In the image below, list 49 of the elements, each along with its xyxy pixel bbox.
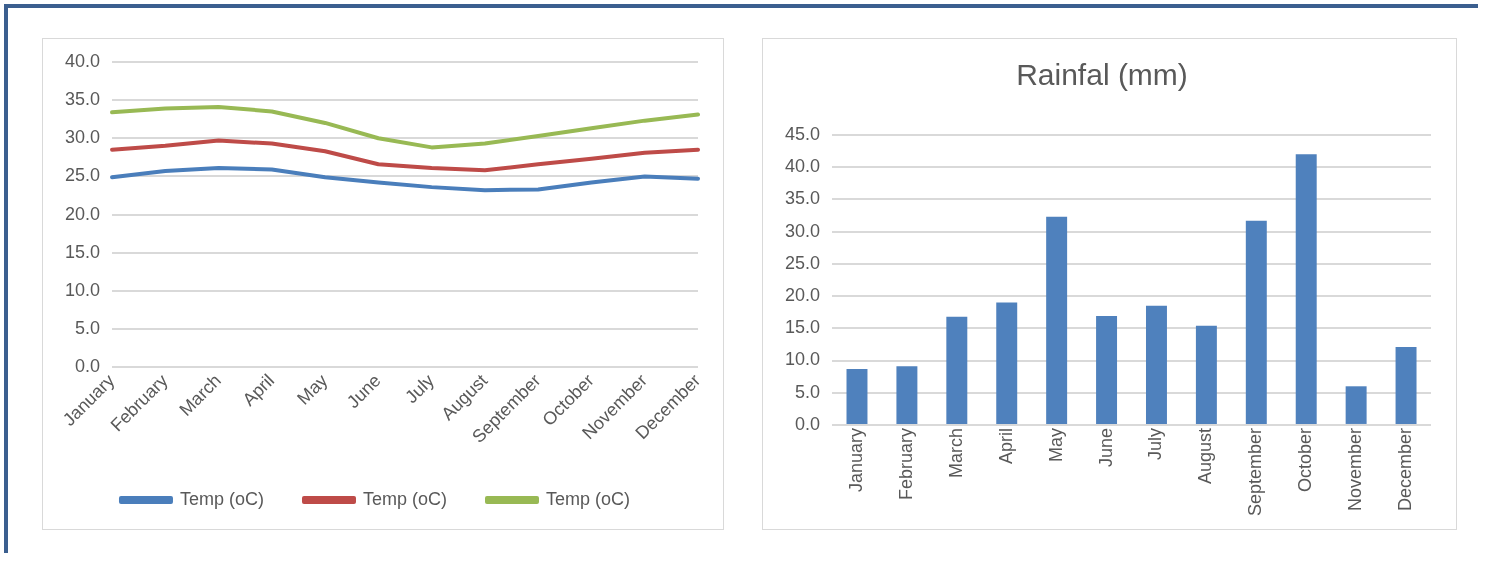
- x-tick-label: March: [945, 427, 966, 478]
- y-tick-label: 35.0: [64, 88, 101, 109]
- bar: [1295, 154, 1317, 424]
- chart-title: Rainfal (mm): [1016, 58, 1188, 92]
- bar: [1046, 216, 1068, 424]
- x-tick-label: June: [1095, 427, 1116, 467]
- y-tick-label: 5.0: [75, 318, 101, 339]
- y-tick-label: 25.0: [784, 252, 821, 273]
- bar: [1245, 220, 1267, 424]
- y-tick-label: 40.0: [64, 50, 101, 71]
- x-tick-label: January: [845, 427, 866, 492]
- y-tick-label: 20.0: [784, 285, 821, 306]
- x-tick-label: July: [1145, 427, 1166, 460]
- bar: [996, 302, 1018, 424]
- y-tick-label: 30.0: [64, 127, 101, 148]
- y-tick-label: 20.0: [64, 203, 101, 224]
- bar: [1345, 386, 1367, 424]
- y-tick-label: 10.0: [64, 280, 101, 301]
- y-tick-label: 0.0: [75, 356, 101, 377]
- y-tick-label: 10.0: [784, 349, 821, 370]
- y-tick-label: 15.0: [64, 241, 101, 262]
- x-tick-label: December: [1395, 427, 1416, 511]
- x-tick-label: February: [895, 427, 916, 500]
- bar: [846, 368, 868, 424]
- legend-label: Temp (oC): [362, 488, 448, 509]
- x-tick-label: October: [1295, 427, 1316, 492]
- legend-label: Temp (oC): [546, 488, 631, 509]
- bar: [1096, 316, 1118, 424]
- x-tick-label: May: [1045, 427, 1066, 462]
- y-tick-label: 40.0: [784, 156, 821, 177]
- y-tick-label: 25.0: [64, 165, 101, 186]
- legend-label: Temp (oC): [179, 488, 264, 509]
- y-tick-label: 15.0: [784, 317, 821, 338]
- x-tick-label: April: [995, 427, 1016, 464]
- y-tick-label: 5.0: [795, 381, 821, 402]
- bar: [1195, 325, 1217, 424]
- bar: [946, 316, 968, 424]
- x-tick-label: August: [1195, 427, 1216, 484]
- bar: [896, 366, 918, 424]
- bar: [1395, 346, 1417, 424]
- x-tick-label: November: [1345, 427, 1366, 511]
- x-tick-label: May: [293, 370, 332, 409]
- bar: [1145, 305, 1167, 424]
- x-tick-label: September: [1245, 427, 1266, 517]
- y-tick-label: 35.0: [784, 188, 821, 209]
- y-tick-label: 0.0: [795, 413, 821, 434]
- y-tick-label: 30.0: [784, 220, 821, 241]
- x-tick-label: July: [401, 370, 438, 408]
- y-tick-label: 45.0: [784, 123, 821, 144]
